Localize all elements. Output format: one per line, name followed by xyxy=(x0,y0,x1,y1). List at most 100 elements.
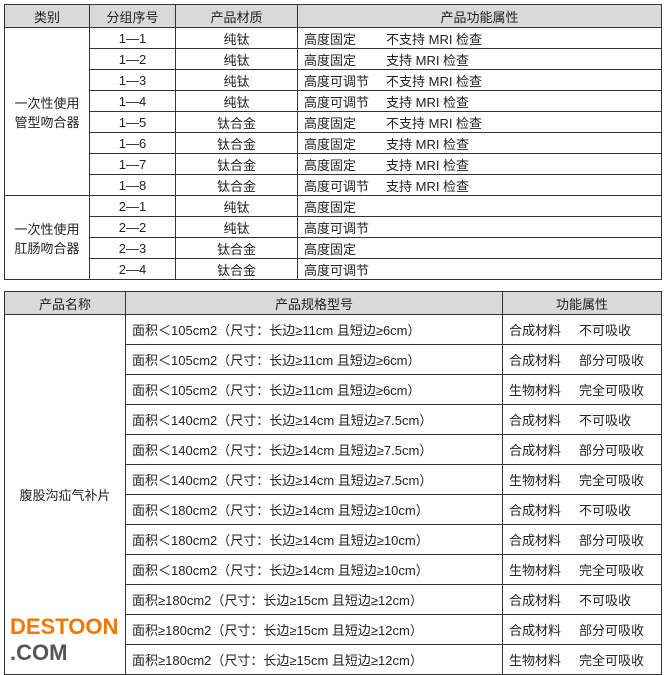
spec-cell: 面积＜140cm2（尺寸：长边≥14cm 且短边≥7.5cm） xyxy=(125,464,503,495)
material-text: 生物材料 xyxy=(509,383,562,398)
column-header: 类别 xyxy=(4,4,90,28)
height-text: 高度固定 xyxy=(304,241,357,257)
function-cell: 高度固定 不支持 MRI 检查 xyxy=(297,27,662,49)
function-cell: 高度固定 xyxy=(297,195,662,217)
group-id-cell: 2—2 xyxy=(89,216,176,238)
material-cell: 钛合金 xyxy=(175,132,298,154)
absorb-text: 部分可吸收 xyxy=(579,443,645,458)
height-text: 高度可调节 xyxy=(304,262,370,278)
mri-text: 支持 MRI 检查 xyxy=(386,136,470,152)
table-row: 2—4 钛合金 高度可调节 xyxy=(5,258,662,280)
table-row: 一次性使用管型吻合器 1—1 纯钛 高度固定 不支持 MRI 检查 xyxy=(4,27,662,196)
table-row: 一次性使用肛肠吻合器 2—1 纯钛 高度固定 xyxy=(4,195,662,280)
column-header: 产品名称 xyxy=(4,291,126,315)
table-row: 面积≥180cm2（尺寸：长边≥15cm 且短边≥12cm） 合成材料 不可吸收 xyxy=(5,584,662,615)
group-id-cell: 2—3 xyxy=(89,237,176,259)
mri-text: 不支持 MRI 检查 xyxy=(386,73,483,89)
height-text: 高度固定 xyxy=(304,115,357,131)
material-cell: 纯钛 xyxy=(175,69,298,91)
function-cell: 合成材料 部分可吸收 xyxy=(502,344,662,375)
material-cell: 钛合金 xyxy=(175,258,298,280)
material-text: 生物材料 xyxy=(509,473,562,488)
table-row: 面积＜105cm2（尺寸：长边≥11cm 且短边≥6cm） 生物材料 完全可吸收 xyxy=(5,374,662,405)
column-header: 分组序号 xyxy=(89,4,176,28)
table-row: 腹股沟疝气补片 面积＜105cm2（尺寸：长边≥11cm 且短边≥6cm） 合成材料… xyxy=(4,314,662,675)
hernia-patch-table: 产品名称 产品规格型号 功能属性 腹股沟疝气补片 面积＜105cm2（尺寸：长边≥11… xyxy=(4,291,662,675)
spec-cell: 面积＜105cm2（尺寸：长边≥11cm 且短边≥6cm） xyxy=(125,374,503,405)
height-text: 高度可调节 xyxy=(304,94,370,110)
mri-text: 支持 MRI 检查 xyxy=(386,94,470,110)
logo-part-b: .COM xyxy=(10,640,68,665)
column-header: 产品规格型号 xyxy=(125,291,503,315)
spec-cell: 面积＜105cm2（尺寸：长边≥11cm 且短边≥6cm） xyxy=(125,344,503,375)
table-row: 2—3 钛合金 高度固定 xyxy=(5,237,662,259)
table-row: 面积＜105cm2（尺寸：长边≥11cm 且短边≥6cm） 合成材料 部分可吸收 xyxy=(5,344,662,375)
material-text: 生物材料 xyxy=(509,563,562,578)
material-cell: 钛合金 xyxy=(175,153,298,175)
function-cell: 合成材料 不可吸收 xyxy=(502,584,662,615)
group-id-cell: 1—1 xyxy=(89,27,176,49)
function-cell: 合成材料 部分可吸收 xyxy=(502,614,662,645)
group-id-cell: 1—6 xyxy=(89,132,176,154)
absorb-text: 完全可吸收 xyxy=(579,563,645,578)
group-id-cell: 2—1 xyxy=(89,195,176,217)
absorb-text: 完全可吸收 xyxy=(579,653,645,668)
mri-text: 不支持 MRI 检查 xyxy=(386,31,483,47)
height-text: 高度固定 xyxy=(304,136,357,152)
table-row: 1—3 纯钛 高度可调节 不支持 MRI 检查 xyxy=(5,69,662,91)
destoon-watermark-logo: DESTOON .COM xyxy=(10,614,118,666)
material-text: 生物材料 xyxy=(509,653,562,668)
group-id-cell: 1—5 xyxy=(89,111,176,133)
function-cell: 合成材料 不可吸收 xyxy=(502,494,662,525)
table-row: 1—2 纯钛 高度固定 支持 MRI 检查 xyxy=(5,48,662,70)
height-text: 高度固定 xyxy=(304,31,357,47)
function-cell: 合成材料 不可吸收 xyxy=(502,404,662,435)
function-cell: 高度可调节 支持 MRI 检查 xyxy=(297,174,662,196)
spec-cell: 面积＜180cm2（尺寸：长边≥14cm 且短边≥10cm） xyxy=(125,554,503,585)
material-text: 合成材料 xyxy=(509,503,562,518)
height-text: 高度可调节 xyxy=(304,220,370,236)
group-id-cell: 1—8 xyxy=(89,174,176,196)
material-cell: 纯钛 xyxy=(175,48,298,70)
spec-cell: 面积＜180cm2（尺寸：长边≥14cm 且短边≥10cm） xyxy=(125,524,503,555)
spec-cell: 面积＜105cm2（尺寸：长边≥11cm 且短边≥6cm） xyxy=(125,314,503,345)
table-row: 面积＜180cm2（尺寸：长边≥14cm 且短边≥10cm） 合成材料 不可吸收 xyxy=(5,494,662,525)
function-cell: 生物材料 完全可吸收 xyxy=(502,374,662,405)
material-text: 合成材料 xyxy=(509,353,562,368)
function-cell: 生物材料 完全可吸收 xyxy=(502,554,662,585)
material-cell: 纯钛 xyxy=(175,27,298,49)
table-row: 面积＜180cm2（尺寸：长边≥14cm 且短边≥10cm） 生物材料 完全可吸收 xyxy=(5,554,662,585)
material-text: 合成材料 xyxy=(509,323,562,338)
height-text: 高度固定 xyxy=(304,157,357,173)
material-cell: 纯钛 xyxy=(175,216,298,238)
function-cell: 高度固定 xyxy=(297,237,662,259)
column-header: 产品功能属性 xyxy=(297,4,662,28)
function-cell: 合成材料 不可吸收 xyxy=(502,314,662,345)
absorb-text: 部分可吸收 xyxy=(579,533,645,548)
material-text: 合成材料 xyxy=(509,533,562,548)
absorb-text: 不可吸收 xyxy=(579,593,632,608)
absorb-text: 不可吸收 xyxy=(579,413,632,428)
absorb-text: 不可吸收 xyxy=(579,503,632,518)
table-row: 1—4 纯钛 高度可调节 支持 MRI 检查 xyxy=(5,90,662,112)
group-id-cell: 1—2 xyxy=(89,48,176,70)
height-text: 高度可调节 xyxy=(304,178,370,194)
function-cell: 合成材料 部分可吸收 xyxy=(502,524,662,555)
mri-text: 不支持 MRI 检查 xyxy=(386,115,483,131)
height-text: 高度可调节 xyxy=(304,73,370,89)
table-row: 面积≥180cm2（尺寸：长边≥15cm 且短边≥12cm） 生物材料 完全可吸收 xyxy=(5,644,662,675)
spec-cell: 面积＜140cm2（尺寸：长边≥14cm 且短边≥7.5cm） xyxy=(125,404,503,435)
function-cell: 高度固定 不支持 MRI 检查 xyxy=(297,111,662,133)
material-text: 合成材料 xyxy=(509,413,562,428)
spec-cell: 面积＜180cm2（尺寸：长边≥14cm 且短边≥10cm） xyxy=(125,494,503,525)
function-cell: 高度固定 支持 MRI 检查 xyxy=(297,153,662,175)
material-cell: 钛合金 xyxy=(175,174,298,196)
function-cell: 高度可调节 xyxy=(297,258,662,280)
stapler-table: 类别 分组序号 产品材质 产品功能属性 一次性使用管型吻合器 1—1 纯钛 高度固定 不支持 … xyxy=(4,4,662,280)
product-name-cell: 腹股沟疝气补片 xyxy=(4,314,126,675)
spec-cell: 面积＜140cm2（尺寸：长边≥14cm 且短边≥7.5cm） xyxy=(125,434,503,465)
group-id-cell: 1—4 xyxy=(89,90,176,112)
table-row: 1—7 钛合金 高度固定 支持 MRI 检查 xyxy=(5,153,662,175)
material-text: 合成材料 xyxy=(509,593,562,608)
column-header: 功能属性 xyxy=(502,291,662,315)
